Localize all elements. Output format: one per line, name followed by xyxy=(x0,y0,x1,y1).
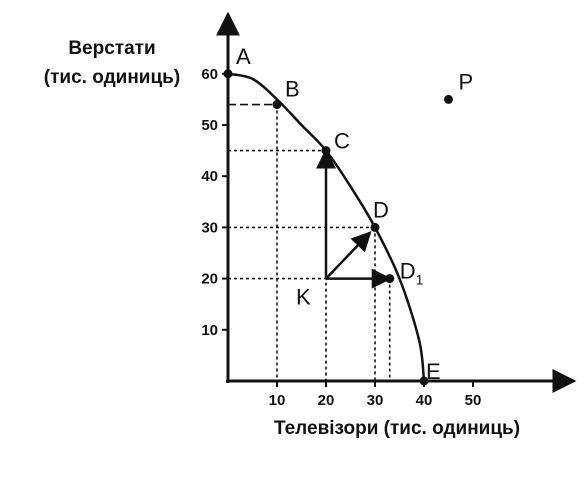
point-e-marker xyxy=(419,376,429,386)
y-tick-label: 10 xyxy=(201,322,218,339)
x-tick-label: 30 xyxy=(367,392,384,409)
x-tick-label: 50 xyxy=(465,392,482,409)
point-p-label: P xyxy=(459,69,474,94)
arrow xyxy=(325,231,372,280)
point-a-marker xyxy=(223,69,233,79)
points: A B C D D1 E P K xyxy=(223,44,474,386)
point-k-label: K xyxy=(296,285,311,310)
x-axis-title: Телевізори (тис. одиниць) xyxy=(273,418,521,439)
y-tick-label: 60 xyxy=(201,66,218,83)
x-tick-label: 20 xyxy=(318,392,335,409)
point-c-marker xyxy=(321,146,331,156)
x-tick-label: 10 xyxy=(269,392,286,409)
y-tick-label: 40 xyxy=(201,168,218,185)
point-e-label: E xyxy=(426,359,441,384)
axes xyxy=(216,11,577,393)
y-tick-label: 20 xyxy=(201,271,218,288)
tick-labels: 10 20 30 40 50 60 10 20 30 40 50 xyxy=(201,66,481,409)
y-axis-title-line-2: (тис. одиниць) xyxy=(43,67,181,88)
ppf-curve xyxy=(227,72,426,382)
x-tick-label: 40 xyxy=(416,392,433,409)
y-tick-label: 30 xyxy=(201,219,218,236)
guide-lines xyxy=(228,103,391,381)
y-axis-title-line-1: Верстати xyxy=(68,38,156,59)
ppf-curve-group xyxy=(227,72,426,382)
point-d-marker xyxy=(370,222,380,232)
point-b-label: B xyxy=(285,77,300,102)
point-c-label: C xyxy=(334,129,350,154)
arrows xyxy=(316,148,392,289)
point-p-marker xyxy=(444,94,453,104)
point-d-label: D xyxy=(373,197,389,222)
point-a-label: A xyxy=(236,44,251,69)
point-b-marker xyxy=(272,100,282,110)
point-d1-marker xyxy=(385,274,395,284)
y-tick-label: 50 xyxy=(201,117,218,134)
point-d1-label: D1 xyxy=(400,259,424,288)
